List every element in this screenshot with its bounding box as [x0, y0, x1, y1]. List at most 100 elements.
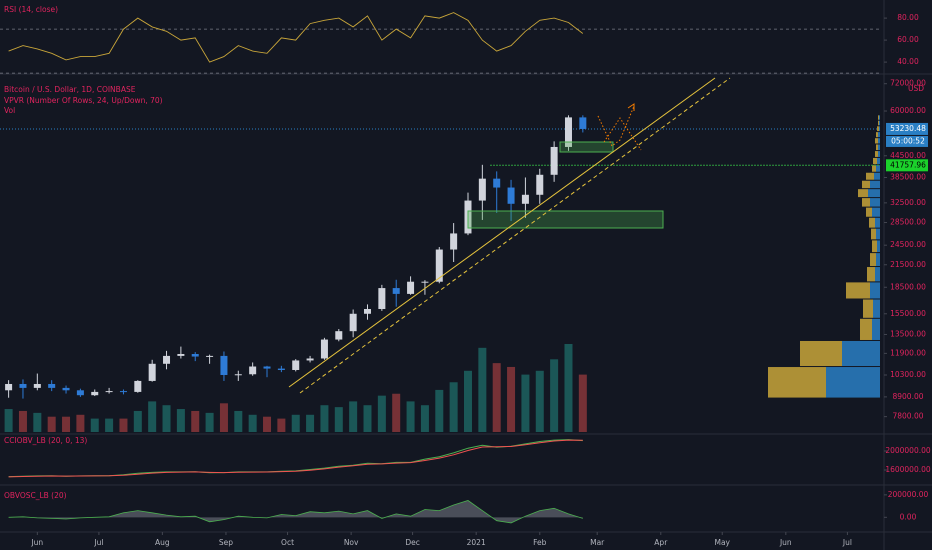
- pane-title: Bitcoin / U.S. Dollar, 1D, COINBASE: [4, 85, 136, 94]
- area-outline: [8, 500, 583, 524]
- candle-body: [105, 391, 113, 393]
- profile-up: [877, 157, 880, 165]
- profile-up: [876, 253, 880, 267]
- x-tick-label: Mar: [590, 538, 605, 547]
- y-tick-label: 15500.00: [890, 309, 926, 318]
- profile-up: [878, 138, 880, 144]
- profile-up: [876, 228, 880, 240]
- y-tick-label: 200000.00: [888, 490, 929, 499]
- y-tick-label: 7800.00: [892, 412, 923, 421]
- profile-up: [879, 120, 880, 126]
- candle-body: [249, 366, 257, 375]
- candle-body: [48, 383, 56, 388]
- x-tick-label: Oct: [281, 538, 294, 547]
- candle-body: [277, 368, 285, 370]
- y-tick-label: 44500.00: [890, 151, 926, 160]
- volume-bar: [4, 409, 13, 432]
- countdown: 05:00:52: [891, 136, 925, 145]
- y-tick-label: 24500.00: [890, 240, 926, 249]
- candle-body: [550, 146, 558, 175]
- candle-body: [5, 383, 13, 391]
- candle-body: [421, 281, 429, 283]
- level-label: 41757.96: [890, 160, 926, 169]
- profile-down: [878, 120, 879, 126]
- volume-bar: [277, 418, 286, 432]
- profile-down: [875, 138, 878, 144]
- volume-bar: [492, 363, 501, 432]
- x-tick-label: Nov: [344, 538, 359, 547]
- candle-body: [507, 187, 515, 204]
- candle-body: [335, 331, 343, 340]
- volume-bar: [62, 416, 71, 432]
- profile-down: [866, 207, 872, 217]
- volume-bar: [578, 374, 587, 432]
- candle-body: [148, 363, 156, 381]
- profile-up: [878, 151, 880, 157]
- volume-bar: [162, 405, 171, 432]
- profile-down: [846, 282, 870, 299]
- volume-bar: [18, 410, 27, 432]
- profile-down: [870, 253, 876, 267]
- profile-up: [875, 217, 880, 228]
- profile-down: [768, 367, 826, 398]
- volume-bar: [248, 414, 257, 432]
- y-tick-label: 0.00: [900, 512, 917, 521]
- pane-title: CCIOBV_LB (20, 0, 13): [4, 436, 87, 445]
- profile-down: [872, 165, 876, 172]
- x-tick-label: Jul: [842, 538, 852, 547]
- volume-bar: [349, 401, 358, 432]
- x-tick-label: Jun: [779, 538, 792, 547]
- area-series: [8, 500, 583, 523]
- trend-line: [299, 77, 731, 394]
- x-tick-label: Dec: [405, 538, 420, 547]
- profile-down: [875, 151, 878, 157]
- pane-title: OBVOSC_LB (20): [4, 491, 67, 500]
- y-tick-label: 10300.00: [890, 370, 926, 379]
- y-tick-label: 2000000.00: [885, 446, 931, 455]
- profile-up: [872, 318, 880, 340]
- series-layer: [0, 12, 880, 524]
- x-tick-label: Aug: [155, 538, 170, 547]
- volume-bar: [478, 347, 487, 432]
- candle-body: [306, 358, 314, 361]
- profile-up: [874, 172, 880, 180]
- volume-bar: [263, 416, 272, 432]
- volume-bar: [148, 401, 157, 432]
- projection: [603, 117, 642, 151]
- candle-body: [493, 178, 501, 188]
- profile-down: [862, 180, 870, 189]
- profile-up: [875, 267, 880, 282]
- profile-up: [868, 189, 880, 198]
- volume-bar: [435, 389, 444, 432]
- drawings: [288, 77, 731, 394]
- candle-body: [19, 383, 27, 388]
- candle-body: [134, 380, 142, 392]
- x-tick-label: May: [714, 538, 730, 547]
- profile-down: [867, 267, 875, 282]
- x-tick-label: Jul: [93, 538, 103, 547]
- candle-body: [292, 360, 300, 370]
- candle-body: [91, 391, 99, 396]
- volume-bar: [191, 410, 200, 432]
- volume-bar: [535, 370, 544, 432]
- candle-body: [234, 374, 242, 376]
- volume-bar: [507, 366, 516, 432]
- profile-up: [842, 340, 880, 367]
- zone-box: [559, 141, 614, 153]
- price-label-box: [886, 122, 928, 135]
- candle-body: [478, 178, 486, 201]
- candle-body: [564, 117, 572, 147]
- volume-bar: [33, 412, 42, 432]
- profile-down: [862, 198, 870, 207]
- candle-body: [450, 233, 458, 250]
- profile-up: [878, 132, 880, 138]
- y-tick-label: 60000.00: [890, 106, 926, 115]
- volume-bar: [334, 407, 343, 432]
- y-tick-label: 11900.00: [890, 348, 926, 357]
- volume-bar: [449, 382, 458, 432]
- y-tick-label: 1600000.00: [885, 465, 931, 474]
- level-label-box: [886, 159, 928, 172]
- candle-body: [76, 390, 84, 396]
- candle-body: [220, 355, 228, 375]
